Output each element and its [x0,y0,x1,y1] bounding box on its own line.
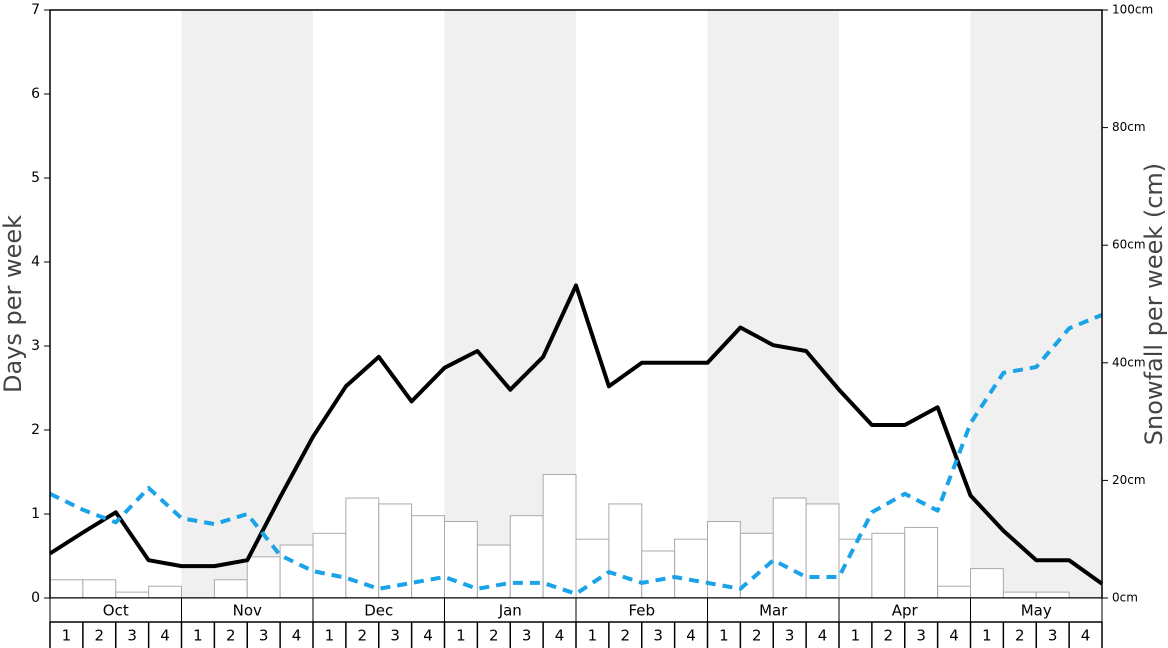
x-tick-label: 1 [588,627,598,645]
x-tick-label: 2 [226,627,236,645]
bar [279,544,314,599]
y2-tick-label: 80cm [1112,120,1146,134]
x-tick-label: 4 [949,627,959,645]
bar [411,515,445,599]
bar [345,497,380,599]
x-tick-label: 1 [851,627,861,645]
y-tick-label: 7 [31,2,40,18]
bar [1035,591,1070,599]
x-tick-label: 1 [62,627,72,645]
y-axis-title: Days per week [0,215,27,393]
x-tick-label: 2 [1015,627,1025,645]
x-tick-label: 3 [390,627,400,645]
bar [476,544,511,599]
x-tick-label: 4 [423,627,433,645]
month-label: Mar [759,602,788,620]
x-tick-label: 2 [884,627,894,645]
x-tick-label: 3 [1048,627,1058,645]
y2-tick-label: 0cm [1112,591,1138,605]
y-tick-label: 4 [31,254,40,270]
bar [246,556,281,599]
y2-tick-label: 100cm [1112,3,1153,17]
x-tick-label: 4 [555,627,565,645]
x-tick-label: 4 [1081,627,1091,645]
x-tick-label: 1 [719,627,729,645]
month-shade [970,10,1102,598]
month-label: Dec [364,602,393,620]
bar [674,538,708,599]
x-tick-label: 2 [489,627,499,645]
x-tick-label: 4 [292,627,302,645]
y-tick-label: 1 [31,506,40,522]
x-tick-label: 2 [752,627,762,645]
bar [641,550,676,599]
month-label: May [1021,602,1052,620]
bar [82,579,117,599]
x-tick-label: 1 [456,627,466,645]
month-label: Apr [892,602,919,620]
y-tick-label: 0 [31,590,40,606]
bar [312,532,347,599]
x-tick-label: 2 [358,627,368,645]
line-series [48,283,1104,586]
x-tick-label: 3 [259,627,269,645]
month-label: Jan [498,602,522,620]
line-series [49,313,1103,596]
x-tick-label: 4 [818,627,828,645]
y2-tick-label: 20cm [1112,473,1146,487]
y-tick-label: 2 [31,422,40,438]
y-tick-label: 5 [31,170,40,186]
y-tick-label: 6 [31,86,40,102]
x-tick-label: 1 [982,627,992,645]
bar [49,579,84,599]
x-tick-label: 3 [127,627,137,645]
bar [871,532,906,599]
y2-tick-label: 40cm [1112,355,1146,369]
bar [904,526,939,599]
x-tick-label: 2 [621,627,631,645]
x-tick-label: 1 [193,627,203,645]
bar [805,503,840,599]
bar [970,568,1004,599]
x-tick-label: 4 [686,627,696,645]
x-tick-label: 3 [653,627,663,645]
bar [148,585,182,599]
x-tick-label: 3 [916,627,926,645]
month-label: Oct [103,602,129,620]
bar [213,579,248,599]
y2-axis-title: Snowfall per week (cm) [1140,163,1168,445]
month-label: Feb [628,602,655,620]
bar [542,474,577,599]
bar [937,585,971,599]
bar [608,503,643,599]
x-tick-label: 3 [522,627,532,645]
bar [772,497,807,599]
bar [115,591,150,599]
x-tick-label: 4 [160,627,170,645]
y2-tick-label: 60cm [1112,238,1146,252]
x-tick-label: 3 [785,627,795,645]
x-tick-label: 1 [325,627,335,645]
bar [509,515,544,599]
x-tick-label: 2 [95,627,105,645]
y-tick-label: 3 [31,338,40,354]
month-label: Nov [233,602,262,620]
bar [1002,591,1037,599]
month-shade [181,10,313,598]
